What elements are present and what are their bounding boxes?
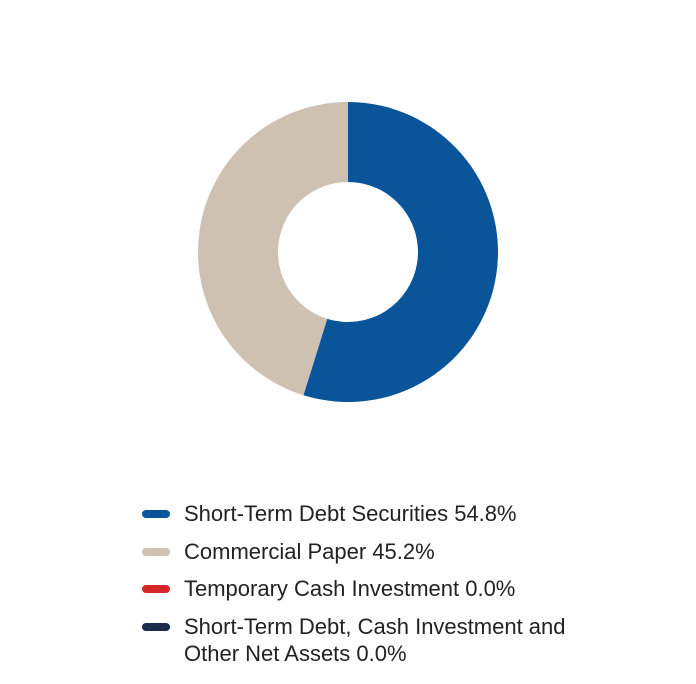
legend-label: Short-Term Debt Securities 54.8% [184, 500, 517, 528]
legend-label: Commercial Paper 45.2% [184, 538, 435, 566]
chart-legend: Short-Term Debt Securities 54.8% Commerci… [142, 500, 592, 678]
legend-label: Short-Term Debt, Cash Investment and Oth… [184, 613, 592, 668]
legend-row: Commercial Paper 45.2% [142, 538, 592, 566]
legend-swatch [142, 510, 170, 518]
donut-chart [196, 100, 500, 404]
legend-row: Temporary Cash Investment 0.0% [142, 575, 592, 603]
legend-swatch [142, 585, 170, 593]
allocation-chart: Short-Term Debt Securities 54.8% Commerci… [0, 0, 696, 684]
legend-swatch [142, 623, 170, 631]
legend-swatch [142, 548, 170, 556]
legend-row: Short-Term Debt, Cash Investment and Oth… [142, 613, 592, 668]
legend-row: Short-Term Debt Securities 54.8% [142, 500, 592, 528]
legend-label: Temporary Cash Investment 0.0% [184, 575, 515, 603]
